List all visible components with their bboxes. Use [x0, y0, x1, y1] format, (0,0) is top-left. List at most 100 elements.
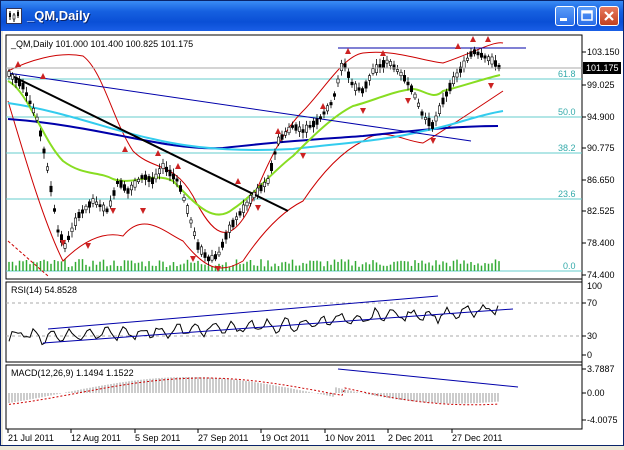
candle-body: [91, 198, 95, 204]
candle-body: [388, 61, 392, 66]
candle-body: [301, 129, 305, 133]
candle-body: [395, 69, 399, 72]
volume-bars: [8, 259, 500, 271]
fractal-arrow-icon: [488, 83, 494, 89]
candle-body: [151, 177, 155, 185]
candle-body: [420, 111, 424, 116]
candle-body: [179, 185, 183, 192]
price-axis: 103.150 99.025 94.900 90.775 86.650 82.5…: [582, 47, 620, 280]
maximize-button[interactable]: [577, 6, 597, 26]
chart-canvas[interactable]: _QM,Daily 101.000 101.400 100.825 101.17…: [3, 31, 623, 445]
bollinger-bands: [7, 42, 504, 269]
candle-body: [31, 107, 35, 114]
minimize-button[interactable]: [555, 6, 575, 26]
fractal-arrow-icon: [430, 138, 436, 144]
trend-line-dashed: [7, 240, 49, 277]
chart-area[interactable]: _QM,Daily 101.000 101.400 100.825 101.17…: [3, 31, 623, 445]
candle-body: [427, 117, 431, 127]
fractal-arrow-icon: [405, 98, 411, 104]
candle-body: [81, 209, 85, 214]
candle-body: [88, 201, 92, 208]
time-tick: 27 Dec 2011: [452, 433, 502, 443]
fractal-arrow-icon: [215, 266, 221, 272]
candle-body: [45, 166, 49, 171]
fractal-arrow-icon: [255, 205, 261, 211]
fractal-arrow-icon: [60, 240, 66, 246]
chart-app-icon: [6, 8, 22, 24]
close-icon: [604, 11, 614, 21]
candle-body: [161, 163, 165, 169]
price-tick: 99.025: [587, 80, 615, 90]
candle-body: [385, 59, 389, 64]
candle-body: [130, 184, 134, 191]
candle-body: [472, 49, 476, 55]
candle-body: [297, 126, 301, 132]
candle-body: [109, 200, 113, 207]
fractal-arrows: [15, 36, 494, 272]
title-bar[interactable]: _QM,Daily: [1, 1, 623, 31]
rsi-tick: 30: [587, 331, 597, 341]
candle-body: [434, 115, 438, 122]
candle-body: [175, 178, 179, 182]
minimize-icon: [560, 18, 567, 21]
price-tick: 82.525: [587, 206, 615, 216]
candle-body: [353, 83, 357, 91]
candle-body: [322, 111, 326, 115]
candle-body: [304, 124, 308, 133]
candle-body: [462, 60, 466, 69]
candle-body: [18, 79, 22, 87]
candle-body: [24, 92, 28, 96]
candle-body: [210, 255, 214, 261]
candle-body: [276, 136, 280, 145]
trend-line-resistance: [7, 72, 472, 142]
candle-body: [455, 72, 459, 78]
time-tick: 2 Dec 2011: [388, 433, 433, 443]
candle-body: [448, 82, 452, 92]
price-tick: 74.400: [587, 270, 615, 280]
fib-label-23.6: 23.6: [558, 189, 576, 199]
time-tick: 27 Sep 2011: [198, 433, 248, 443]
rsi-panel[interactable]: [5, 281, 583, 363]
candle-body: [430, 122, 434, 129]
candle-body: [189, 219, 193, 224]
candle-body: [483, 55, 487, 59]
time-tick: 19 Oct 2011: [261, 433, 309, 443]
fractal-arrow-icon: [360, 108, 366, 114]
price-panel[interactable]: [5, 34, 583, 280]
candle-body: [7, 71, 11, 77]
candle-body: [350, 81, 354, 86]
fractal-arrow-icon: [40, 73, 46, 79]
candle-body: [315, 118, 319, 125]
candle-body: [137, 178, 141, 183]
candle-body: [203, 252, 207, 258]
candle-body: [360, 88, 364, 94]
candle-body: [77, 212, 81, 218]
candle-body: [63, 243, 67, 249]
candle-body: [357, 87, 361, 91]
candle-body: [392, 64, 396, 70]
candle-body: [154, 173, 158, 180]
candle-body: [42, 148, 46, 154]
fib-label-0.0: 0.0: [563, 261, 576, 271]
candle-body: [423, 117, 427, 120]
candle-body: [399, 71, 403, 77]
candle-body: [158, 168, 162, 175]
candle-body: [381, 60, 385, 68]
candle-body: [409, 85, 413, 93]
candle-body: [437, 105, 441, 114]
candle-body: [367, 75, 371, 81]
candle-body: [112, 190, 116, 196]
macd-panel-info: MACD(12,26,9) 1.1494 1.1522: [11, 368, 134, 378]
candle-body: [140, 175, 144, 179]
candle-body: [35, 116, 39, 121]
ma-cyan-line: [7, 102, 504, 151]
candle-body: [186, 205, 190, 214]
close-button[interactable]: [599, 6, 619, 26]
candle-body: [11, 74, 15, 80]
candle-body: [196, 242, 200, 250]
fib-label-61.8: 61.8: [558, 69, 576, 79]
candle-body: [98, 204, 102, 208]
candle-body: [273, 151, 277, 155]
candle-body: [165, 166, 169, 173]
fractal-arrow-icon: [15, 61, 21, 67]
